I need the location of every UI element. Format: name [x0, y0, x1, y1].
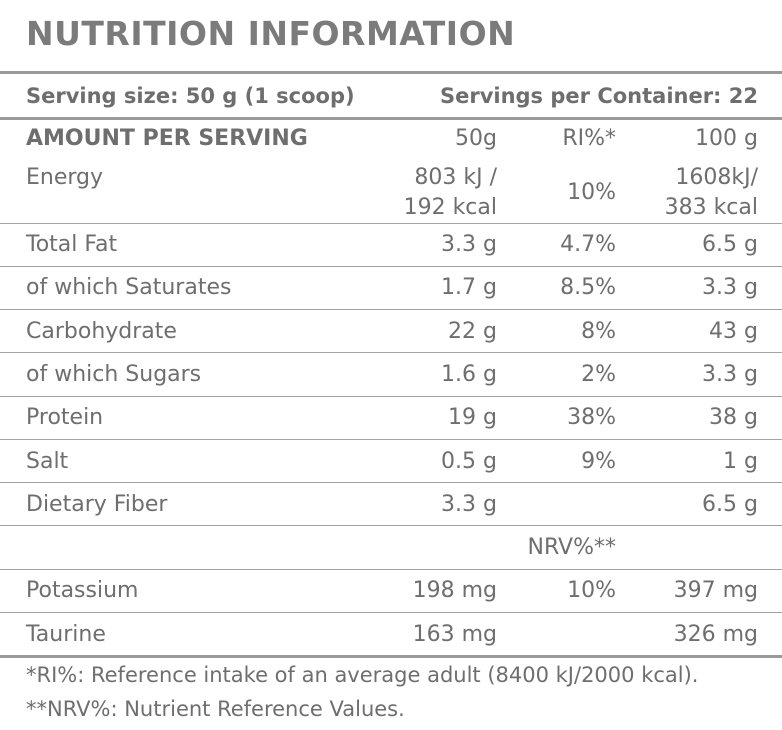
nutrient-50g: 22 g: [448, 319, 497, 344]
row-divider: [0, 439, 782, 440]
nutrient-50g: 1.7 g: [441, 275, 497, 300]
energy-100g-kj: 1608kJ/: [675, 165, 758, 190]
footnote-nrv: **NRV%: Nutrient Reference Values.: [26, 697, 405, 721]
nutrient-ri: 8%: [581, 319, 616, 344]
serving-size: Serving size: 50 g (1 scoop): [26, 84, 355, 108]
serving-info: Serving size: 50 g (1 scoop) Servings pe…: [26, 84, 758, 114]
row-divider: [0, 266, 782, 267]
header-rule: [0, 117, 782, 120]
row-divider: [0, 525, 782, 526]
energy-label: Energy: [26, 165, 104, 190]
nutrient-100g: 3.3 g: [702, 275, 758, 300]
row-divider: [0, 223, 782, 224]
energy-100g: 1608kJ/ 383 kcal: [665, 163, 758, 223]
nutrient-name: Total Fat: [26, 232, 118, 257]
nutrient-name: Protein: [26, 405, 104, 430]
nutrient-name: of which Sugars: [26, 362, 202, 387]
nutrient-name: Dietary Fiber: [26, 492, 168, 517]
nutrient-nrv: 10%: [567, 578, 616, 603]
nutrient-50g: 0.5 g: [441, 449, 497, 474]
row-divider: [0, 612, 782, 613]
nutrient-ri: 9%: [581, 449, 616, 474]
nutrient-name: Carbohydrate: [26, 319, 177, 344]
page-title: NUTRITION INFORMATION: [26, 14, 516, 53]
bottom-rule: [0, 655, 782, 658]
energy-50g-kj: 803 kJ /: [414, 165, 497, 190]
col-50g-header: 50g: [455, 126, 497, 151]
energy-ri: 10%: [567, 180, 616, 205]
nutrient-name: Taurine: [26, 622, 106, 647]
nutrient-100g: 38 g: [709, 405, 758, 430]
nutrient-100g: 397 mg: [673, 578, 758, 603]
nutrient-50g: 163 mg: [412, 622, 497, 647]
nutrient-100g: 3.3 g: [702, 362, 758, 387]
nutrient-ri: 4.7%: [560, 232, 616, 257]
servings-per-container: Servings per Container: 22: [439, 84, 758, 108]
nutrient-ri: 8.5%: [560, 275, 616, 300]
nutrient-ri: 2%: [581, 362, 616, 387]
row-divider: [0, 482, 782, 483]
nutrient-name: Potassium: [26, 578, 139, 603]
col-ri-header: RI%*: [562, 126, 616, 151]
row-divider: [0, 352, 782, 353]
nutrient-100g: 6.5 g: [702, 492, 758, 517]
nutrient-100g: 1 g: [723, 449, 758, 474]
energy-50g-kcal: 192 kcal: [403, 195, 497, 220]
top-rule: [0, 71, 782, 74]
nutrient-name: of which Saturates: [26, 275, 232, 300]
nutrient-50g: 1.6 g: [441, 362, 497, 387]
energy-50g: 803 kJ / 192 kcal: [404, 163, 497, 223]
row-divider: [0, 396, 782, 397]
row-divider: [0, 309, 782, 310]
amount-per-serving-label: AMOUNT PER SERVING: [26, 126, 308, 151]
nutrient-50g: 3.3 g: [441, 232, 497, 257]
nrv-header: NRV%**: [527, 535, 617, 560]
nutrient-ri: 38%: [567, 405, 616, 430]
row-divider: [0, 569, 782, 570]
col-100g-header: 100 g: [695, 126, 758, 151]
nutrient-name: Salt: [26, 449, 69, 474]
nutrient-100g: 6.5 g: [702, 232, 758, 257]
nutrient-50g: 19 g: [448, 405, 497, 430]
energy-100g-kcal: 383 kcal: [664, 195, 758, 220]
nutrient-50g: 198 mg: [412, 578, 497, 603]
table-row-energy: Energy 803 kJ / 192 kcal 10% 1608kJ/ 383…: [0, 163, 782, 223]
nutrient-50g: 3.3 g: [441, 492, 497, 517]
nutrient-100g: 43 g: [709, 319, 758, 344]
footnote-ri: *RI%: Reference intake of an average adu…: [26, 663, 699, 687]
nutrient-100g: 326 mg: [673, 622, 758, 647]
